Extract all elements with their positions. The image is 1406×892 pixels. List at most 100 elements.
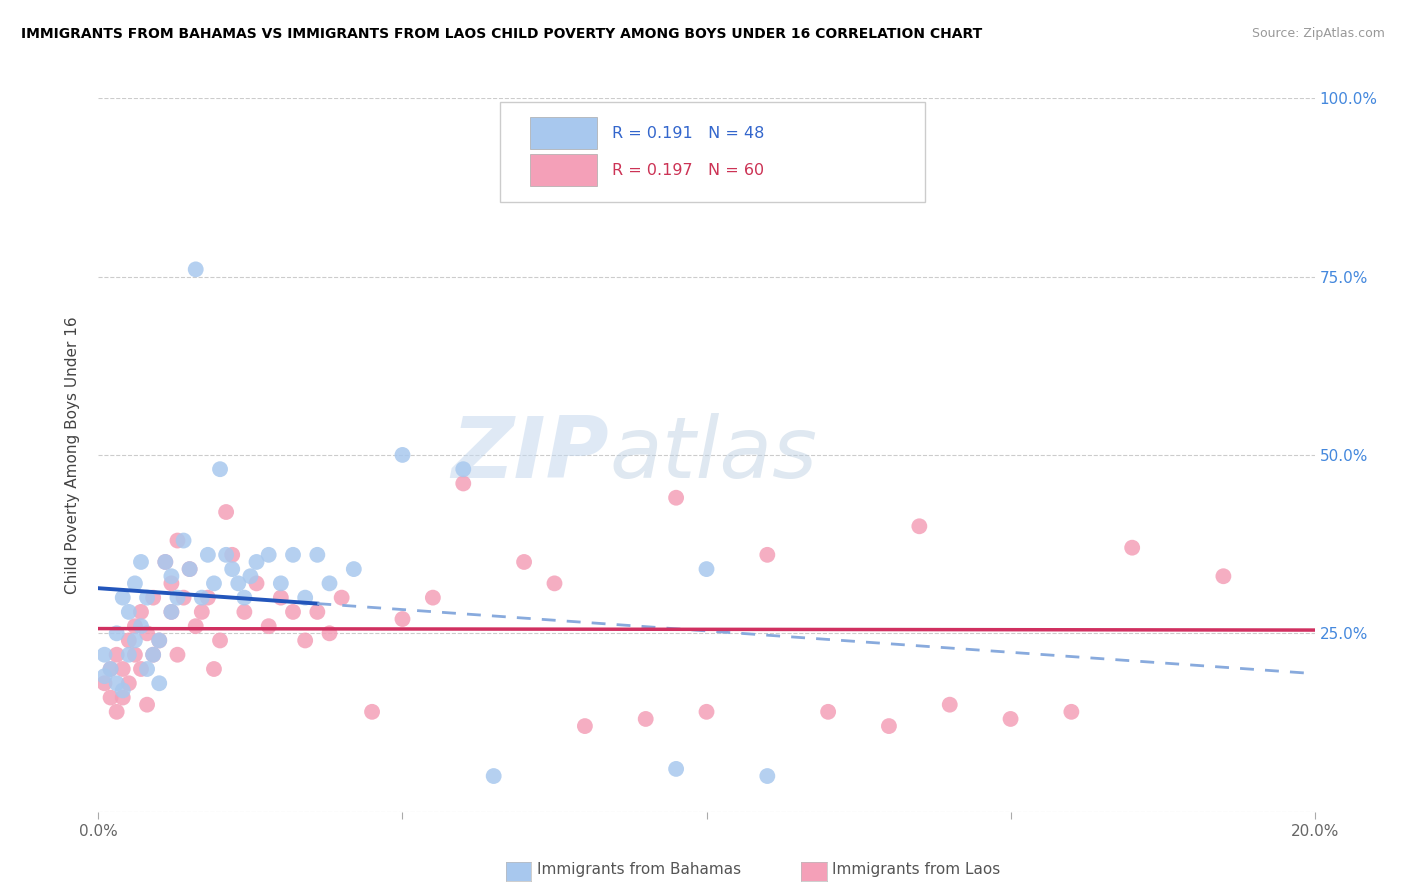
Text: R = 0.197   N = 60: R = 0.197 N = 60	[612, 162, 763, 178]
Point	[908, 519, 931, 533]
Point	[361, 705, 384, 719]
Point	[136, 698, 159, 712]
Point	[453, 462, 475, 476]
Point	[166, 591, 188, 605]
Point	[129, 619, 152, 633]
Point	[233, 591, 256, 605]
Point	[422, 591, 444, 605]
Point	[105, 626, 128, 640]
Point	[179, 562, 201, 576]
FancyBboxPatch shape	[530, 153, 598, 186]
Point	[93, 669, 115, 683]
Point	[574, 719, 596, 733]
Point	[209, 633, 232, 648]
Point	[129, 662, 152, 676]
Point	[1000, 712, 1022, 726]
Point	[270, 591, 292, 605]
Point	[391, 612, 413, 626]
Point	[166, 648, 188, 662]
Point	[142, 648, 165, 662]
Point	[307, 548, 329, 562]
Point	[100, 690, 122, 705]
Point	[318, 576, 340, 591]
Point	[155, 555, 177, 569]
Point	[391, 448, 413, 462]
Point	[191, 605, 214, 619]
Point	[148, 676, 170, 690]
Point	[245, 555, 267, 569]
Text: Source: ZipAtlas.com: Source: ZipAtlas.com	[1251, 27, 1385, 40]
Point	[756, 548, 779, 562]
Point	[281, 605, 304, 619]
FancyBboxPatch shape	[530, 117, 598, 149]
Point	[191, 591, 214, 605]
Point	[184, 262, 207, 277]
Point	[817, 705, 839, 719]
Point	[93, 676, 115, 690]
Text: Immigrants from Laos: Immigrants from Laos	[832, 863, 1001, 877]
Point	[696, 705, 718, 719]
Point	[136, 626, 159, 640]
Point	[160, 605, 183, 619]
Point	[100, 662, 122, 676]
Point	[118, 648, 141, 662]
Point	[665, 491, 688, 505]
Point	[696, 562, 718, 576]
Point	[118, 676, 141, 690]
Text: R = 0.191   N = 48: R = 0.191 N = 48	[612, 126, 763, 141]
Point	[221, 562, 243, 576]
Point	[111, 591, 134, 605]
Point	[513, 555, 536, 569]
Y-axis label: Child Poverty Among Boys Under 16: Child Poverty Among Boys Under 16	[65, 316, 80, 594]
Point	[124, 648, 146, 662]
Point	[142, 591, 165, 605]
Point	[756, 769, 779, 783]
Point	[111, 662, 134, 676]
Point	[343, 562, 366, 576]
Point	[118, 605, 141, 619]
Point	[105, 648, 128, 662]
Point	[202, 576, 225, 591]
Point	[148, 633, 170, 648]
Point	[239, 569, 262, 583]
Point	[184, 619, 207, 633]
Text: IMMIGRANTS FROM BAHAMAS VS IMMIGRANTS FROM LAOS CHILD POVERTY AMONG BOYS UNDER 1: IMMIGRANTS FROM BAHAMAS VS IMMIGRANTS FR…	[21, 27, 983, 41]
Point	[1212, 569, 1234, 583]
Text: atlas: atlas	[609, 413, 817, 497]
Point	[318, 626, 340, 640]
Point	[93, 648, 115, 662]
Point	[634, 712, 657, 726]
Point	[202, 662, 225, 676]
Point	[160, 605, 183, 619]
Point	[1060, 705, 1083, 719]
Point	[179, 562, 201, 576]
Point	[142, 648, 165, 662]
Point	[100, 662, 122, 676]
Point	[197, 591, 219, 605]
Point	[105, 705, 128, 719]
Point	[166, 533, 188, 548]
Point	[307, 605, 329, 619]
Point	[197, 548, 219, 562]
Point	[124, 619, 146, 633]
Point	[482, 769, 505, 783]
Point	[155, 555, 177, 569]
Point	[209, 462, 232, 476]
Point	[1121, 541, 1143, 555]
Point	[245, 576, 267, 591]
Point	[215, 505, 238, 519]
Point	[148, 633, 170, 648]
Point	[665, 762, 688, 776]
Point	[111, 690, 134, 705]
Point	[221, 548, 243, 562]
Point	[294, 633, 316, 648]
Point	[129, 605, 152, 619]
Point	[453, 476, 475, 491]
Point	[160, 576, 183, 591]
Point	[294, 591, 316, 605]
Point	[257, 548, 280, 562]
Point	[281, 548, 304, 562]
Point	[136, 591, 159, 605]
Point	[173, 533, 195, 548]
Point	[118, 633, 141, 648]
